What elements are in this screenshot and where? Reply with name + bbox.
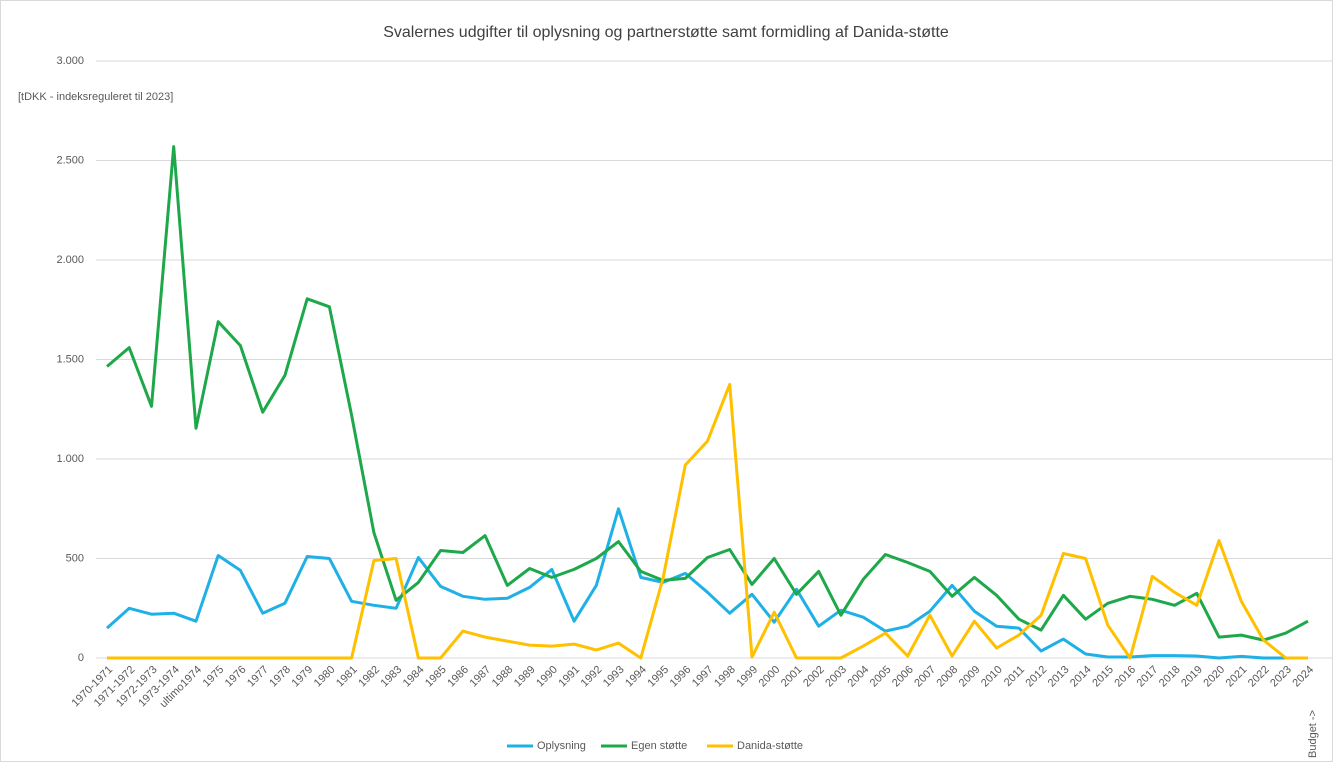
line-series [107, 382, 1308, 660]
annotation: Budget -> [1307, 710, 1319, 758]
y-tick-label: 3.000 [56, 55, 84, 67]
y-tick-label: 2.500 [56, 154, 84, 166]
legend-label: Egen støtte [631, 740, 687, 752]
legend-label: Oplysning [537, 740, 586, 752]
y-tick-label: 1.500 [56, 353, 84, 365]
legend-label: Danida-støtte [737, 740, 803, 752]
chart-title: Svalernes udgifter til oplysning og part… [383, 24, 949, 41]
y-tick-label: 2.000 [56, 254, 84, 266]
line-series [106, 145, 1309, 642]
y-tick-label: 1.000 [56, 453, 84, 465]
y-axis-label: [tDKK - indeksreguleret til 2023] [18, 91, 173, 103]
y-tick-label: 0 [78, 652, 84, 664]
line-series [106, 507, 1286, 660]
y-tick-label: 500 [66, 552, 84, 564]
